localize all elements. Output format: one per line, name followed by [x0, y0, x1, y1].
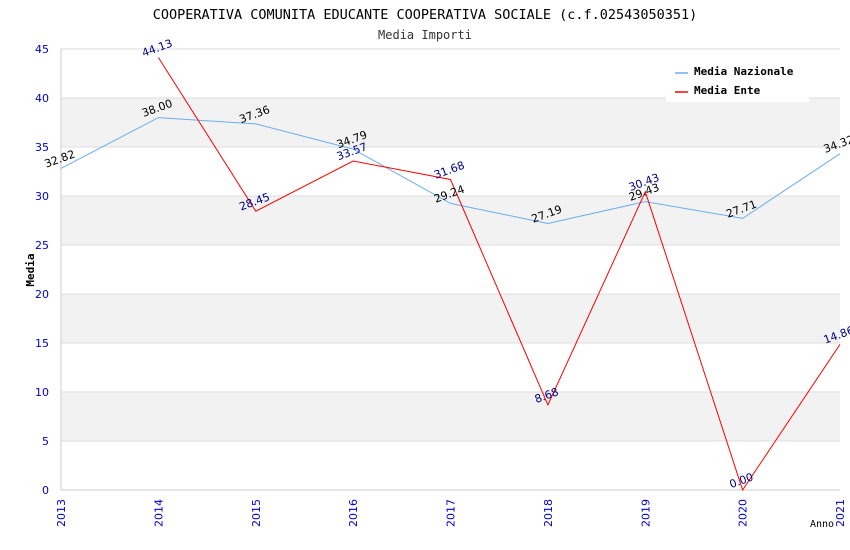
- legend: Media Nazionale Media Ente: [666, 58, 809, 102]
- plot-band: [61, 294, 840, 343]
- x-tick-label: 2018: [542, 499, 555, 527]
- chart-title: COOPERATIVA COMUNITA EDUCANTE COOPERATIV…: [153, 7, 698, 23]
- y-tick-label: 35: [35, 141, 49, 154]
- y-tick-label: 0: [42, 484, 49, 497]
- y-axis-label: Media: [24, 253, 37, 286]
- x-axis-label: Anno: [810, 519, 834, 530]
- y-tick-label: 15: [35, 337, 49, 350]
- axes: [60, 49, 840, 491]
- x-tick-label: 2021: [834, 499, 847, 527]
- y-tick-label: 30: [35, 190, 49, 203]
- series-lines: [60, 57, 841, 492]
- plot-bands: [61, 98, 840, 441]
- y-tick-label: 25: [35, 239, 49, 252]
- x-tick-label: 2020: [737, 499, 750, 527]
- y-tick-label: 10: [35, 386, 49, 399]
- data-label: 44.13: [140, 37, 174, 60]
- x-tick-label: 2019: [639, 499, 652, 527]
- data-label: 31.68: [432, 159, 466, 182]
- series-line-media-nazionale: [60, 117, 841, 225]
- legend-label-media-nazionale: Media Nazionale: [694, 65, 794, 78]
- plot-band: [61, 196, 840, 245]
- y-tick-label: 5: [42, 435, 49, 448]
- gridlines: [61, 48, 840, 491]
- y-tick-label: 45: [35, 43, 49, 56]
- y-tick-label: 40: [35, 92, 49, 105]
- y-tick-labels: 0 5 10 15 20 25 30 35 40 45: [35, 43, 49, 497]
- series-line-media-ente: [157, 57, 841, 492]
- legend-label-media-ente: Media Ente: [694, 84, 761, 97]
- plot-band: [61, 98, 840, 147]
- x-tick-labels: 2013 2014 2015 2016 2017 2018 2019 2020 2021: [55, 499, 847, 527]
- x-tick-label: 2015: [250, 499, 263, 527]
- y-tick-label: 20: [35, 288, 49, 301]
- plot-band: [61, 392, 840, 441]
- chart-subtitle: Media Importi: [378, 28, 472, 42]
- x-tick-label: 2014: [152, 499, 165, 527]
- x-tick-label: 2017: [445, 499, 458, 527]
- legend-box: [666, 58, 809, 102]
- x-tick-label: 2016: [347, 499, 360, 527]
- x-tick-label: 2013: [55, 499, 68, 527]
